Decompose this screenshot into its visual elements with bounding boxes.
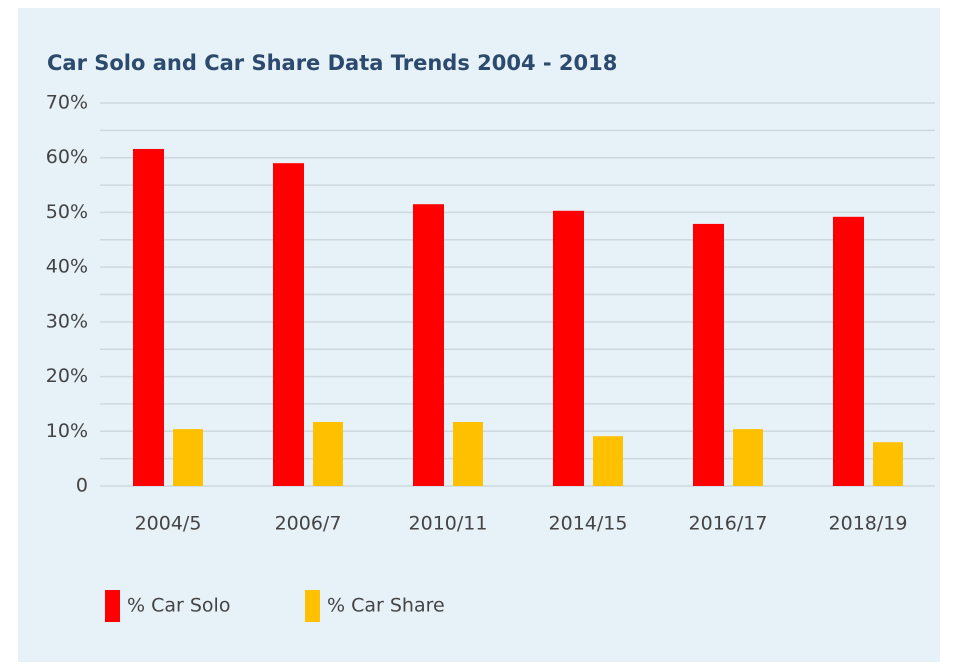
y-tick-label: 10% xyxy=(46,420,88,442)
bar xyxy=(693,223,724,486)
y-tick-label: 70% xyxy=(46,92,88,114)
bar xyxy=(873,442,903,486)
x-tick-label: 2018/19 xyxy=(829,513,908,535)
bar xyxy=(173,429,203,486)
y-tick-label: 20% xyxy=(46,365,88,387)
y-tick-label: 40% xyxy=(46,256,88,278)
x-tick-label: 2004/5 xyxy=(135,513,202,535)
bar xyxy=(733,429,763,486)
bar xyxy=(273,163,304,486)
x-tick-label: 2010/11 xyxy=(409,513,488,535)
chart-title: Car Solo and Car Share Data Trends 2004 … xyxy=(47,51,617,75)
y-tick-label: 60% xyxy=(46,146,88,168)
legend-swatch xyxy=(105,590,120,622)
bar xyxy=(593,436,623,486)
x-tick-label: 2014/15 xyxy=(549,513,628,535)
y-tick-label: 30% xyxy=(46,310,88,332)
y-tick-label: 0 xyxy=(76,475,88,497)
legend-label: % Car Share xyxy=(327,595,445,617)
x-tick-label: 2006/7 xyxy=(275,513,342,535)
bar xyxy=(833,216,864,486)
legend-label: % Car Solo xyxy=(127,595,230,617)
legend-swatch xyxy=(305,590,320,622)
bar xyxy=(413,204,444,486)
x-tick-label: 2016/17 xyxy=(689,513,768,535)
bar xyxy=(453,421,483,486)
bar xyxy=(553,210,584,486)
bar xyxy=(313,421,343,486)
panel xyxy=(18,8,940,662)
bar xyxy=(133,148,164,486)
y-tick-label: 50% xyxy=(46,201,88,223)
